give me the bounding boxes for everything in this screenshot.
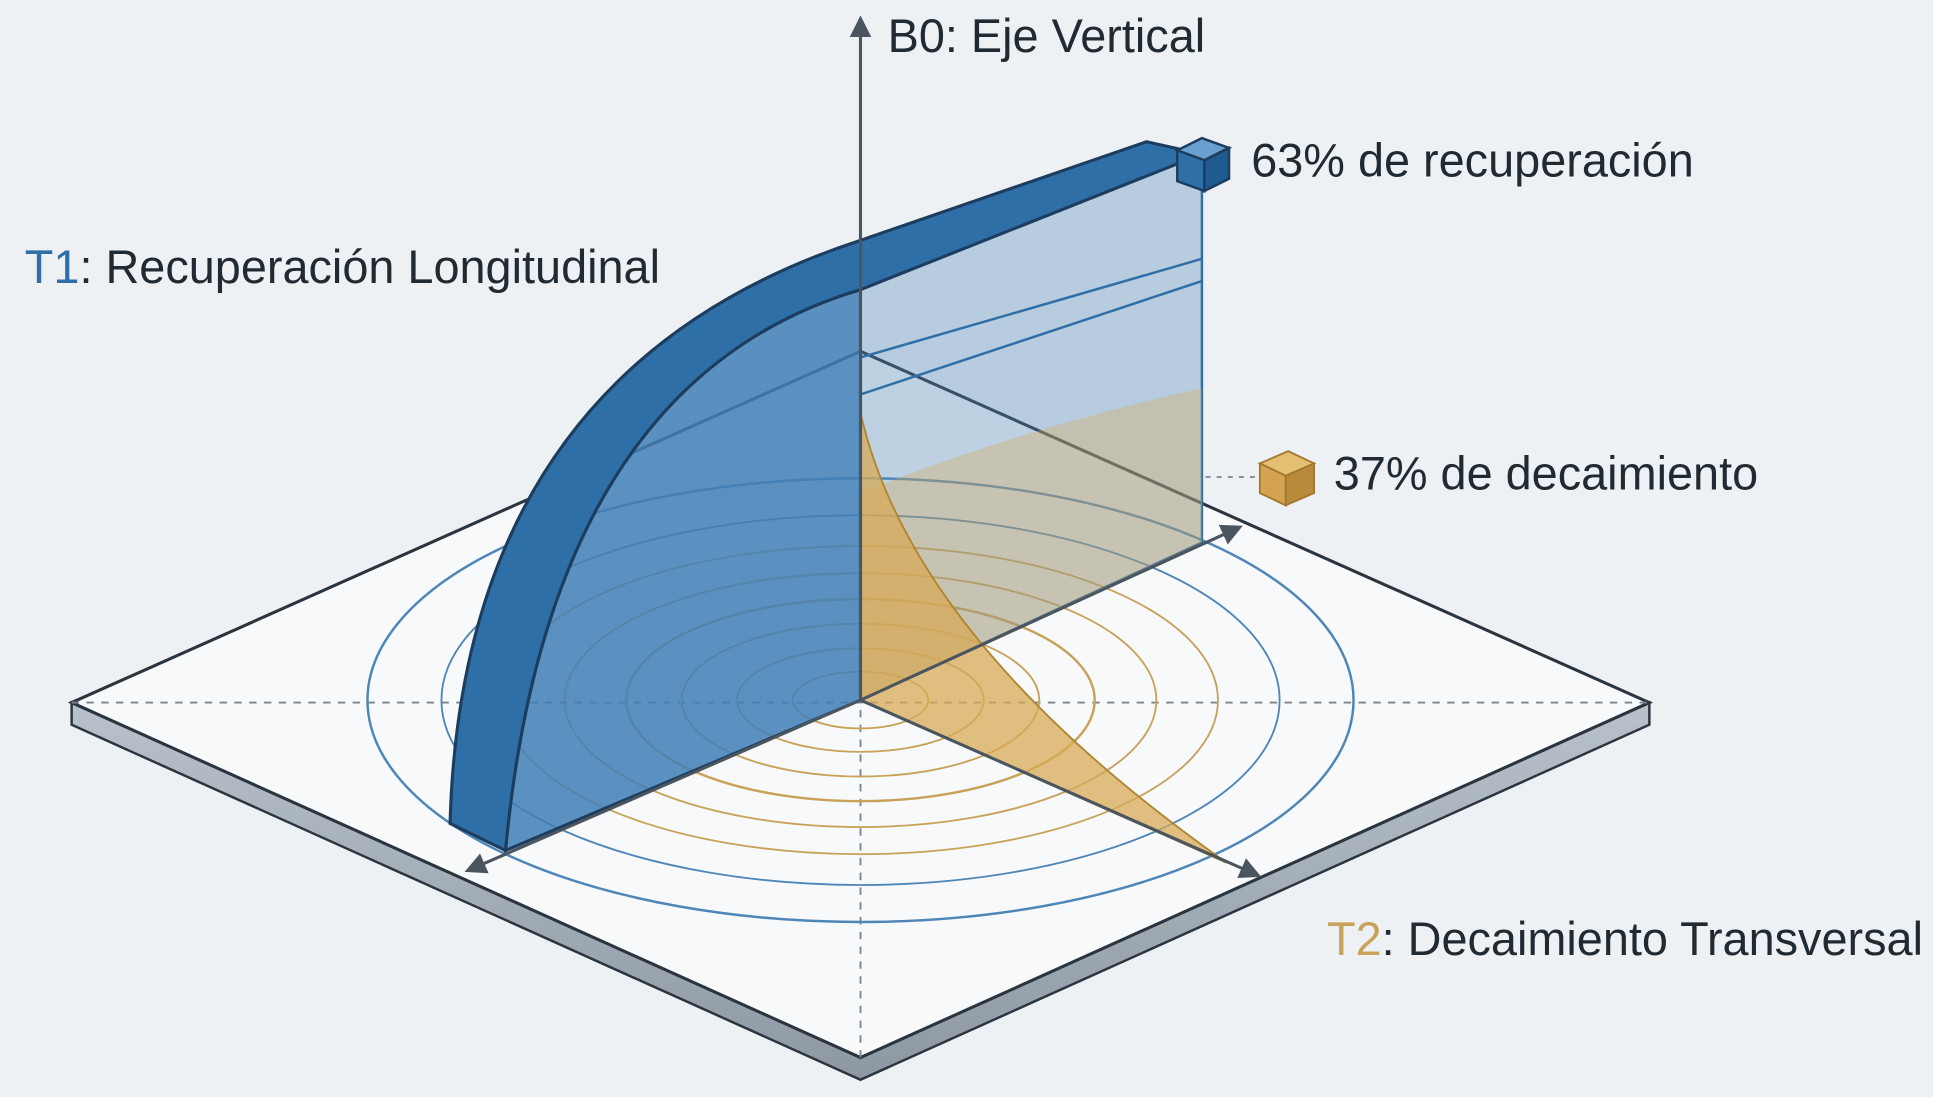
t2-curve [859, 412, 1228, 864]
t1-label: T1: Recuperación Longitudinal [25, 242, 660, 294]
t2-text: : Decaimiento Transversal [1382, 913, 1923, 965]
t2-code: T2 [1327, 913, 1382, 965]
blue-cube [1174, 136, 1233, 194]
gold-cube [1257, 450, 1317, 507]
recovery-label: 63% de recuperación [1251, 134, 1694, 186]
axes [464, 15, 1262, 879]
panel-lines [860, 257, 1203, 396]
t1-text: : Recuperación Longitudinal [79, 242, 660, 294]
t1-wedge [448, 140, 1208, 853]
t1-code: T1 [25, 242, 80, 294]
b0-label: B0: Eje Vertical [888, 10, 1206, 62]
t2-label: T2: Decaimiento Transversal [1327, 913, 1923, 965]
decay-label: 37% de decaimiento [1334, 447, 1758, 499]
